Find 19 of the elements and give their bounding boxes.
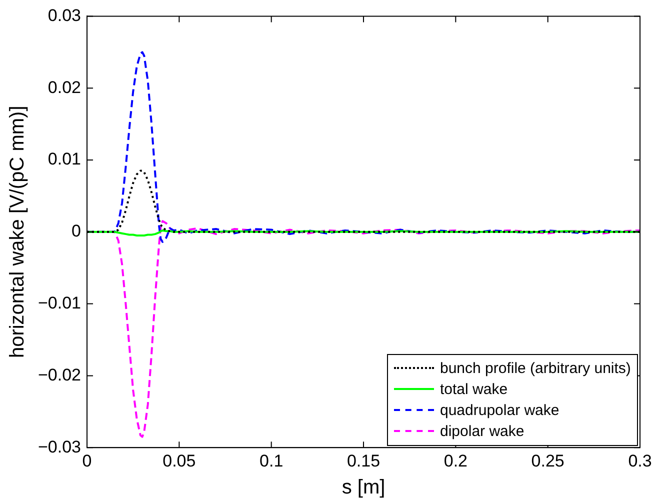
legend-label: total wake	[440, 380, 508, 398]
y-tick-label: −0.01	[38, 293, 82, 312]
y-tick-label: 0.03	[48, 6, 82, 25]
x-axis-title: s [m]	[342, 476, 386, 499]
y-axis-title: horizontal wake [V/(pC mm)]	[6, 106, 29, 358]
x-tick-label: 0.3	[628, 451, 652, 470]
legend-label: quadrupolar wake	[440, 402, 560, 419]
x-tick-label: 0.25	[531, 451, 564, 470]
legend-label: dipolar wake	[440, 422, 524, 440]
x-tick-label: 0.05	[162, 451, 196, 470]
x-tick-label: 0.1	[260, 451, 284, 470]
y-tick-label: −0.02	[38, 365, 82, 384]
y-tick-label: 0.01	[48, 150, 82, 169]
y-tick-label: −0.03	[38, 437, 82, 456]
x-tick-label: 0.15	[346, 451, 380, 470]
legend-label: bunch profile (arbitrary units)	[440, 360, 631, 377]
y-tick-label: 0.02	[48, 78, 82, 97]
y-tick-label: 0	[72, 222, 82, 241]
x-tick-label: 0.2	[444, 451, 468, 470]
